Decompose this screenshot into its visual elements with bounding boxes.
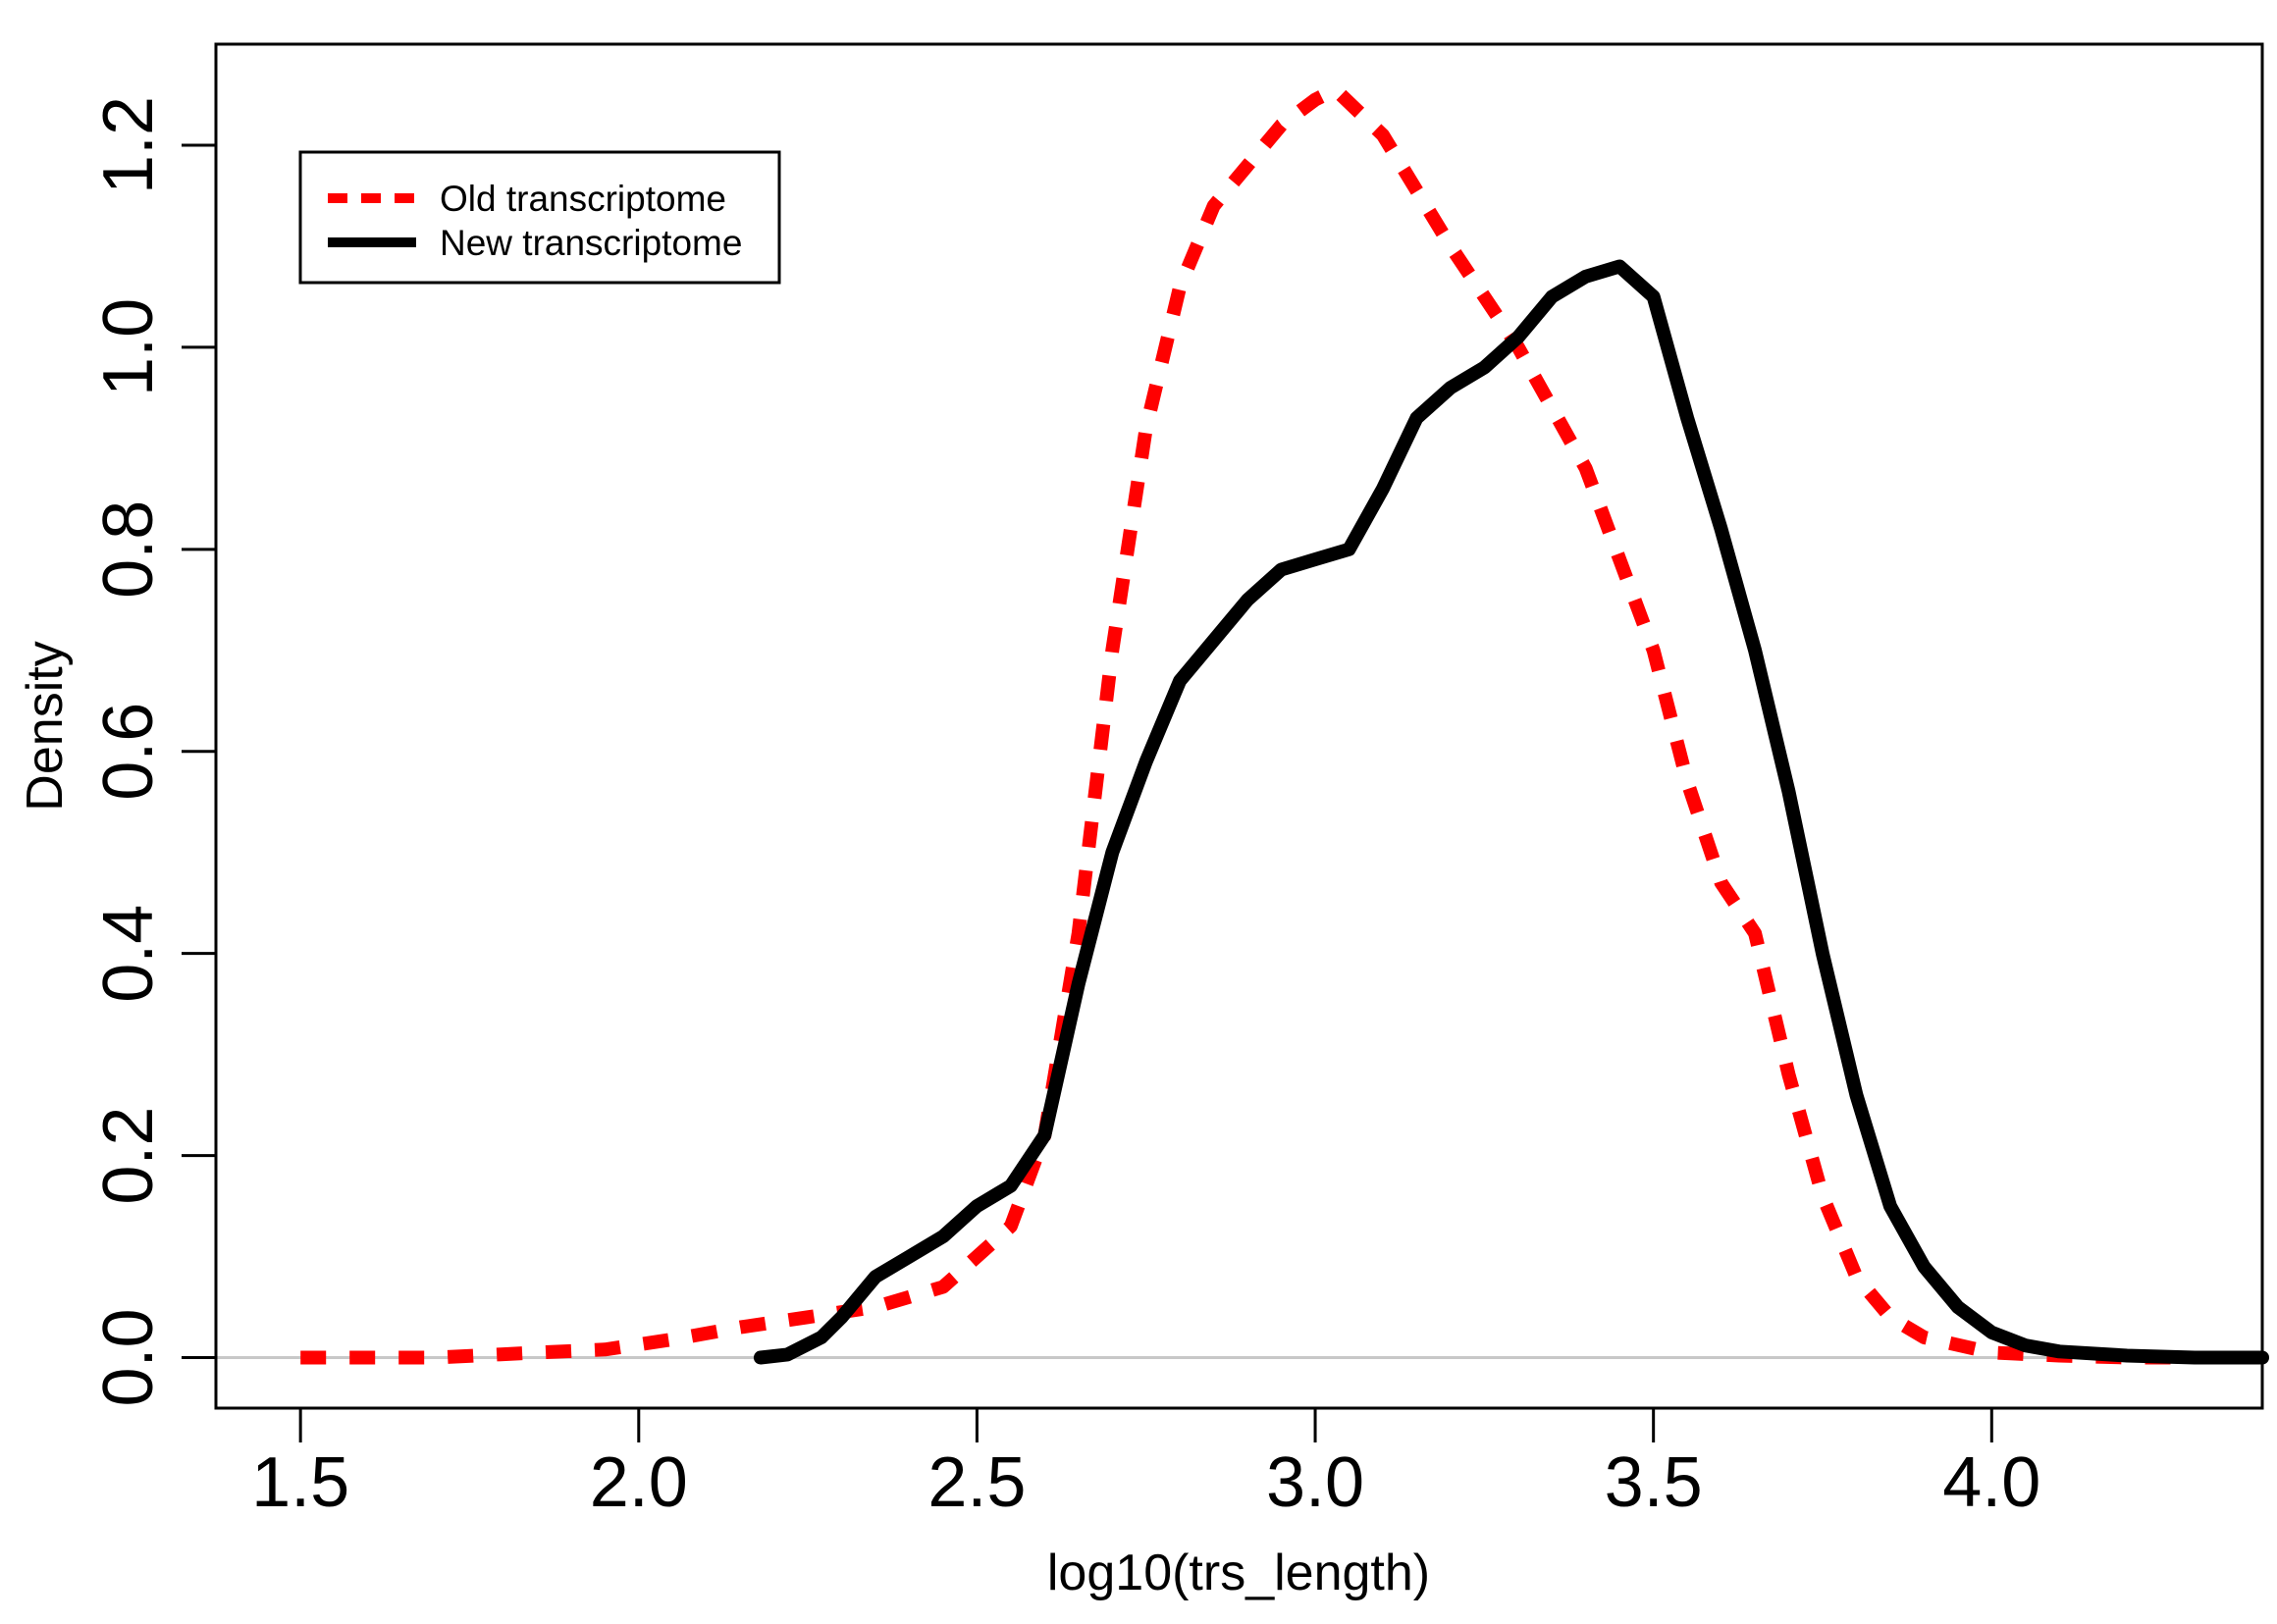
plot-layer xyxy=(216,82,2269,1365)
y-tick-label: 0.8 xyxy=(89,500,168,599)
x-tick-label: 2.5 xyxy=(927,1443,1026,1522)
legend-box xyxy=(298,150,781,285)
y-tick-label: 0.0 xyxy=(89,1308,168,1406)
y-axis: 0.0 0.2 0.4 0.6 0.8 1.0 1.2 xyxy=(89,96,218,1407)
legend-label-new-transcriptome: New transcriptome xyxy=(440,223,742,263)
x-tick-label: 1.5 xyxy=(251,1443,349,1522)
x-tick-label: 3.5 xyxy=(1605,1443,1703,1522)
y-tick-label: 0.2 xyxy=(89,1107,168,1205)
y-tick-label: 0.4 xyxy=(89,905,168,1003)
series-line-new-transcriptome xyxy=(753,259,2269,1365)
y-tick-label: 1.0 xyxy=(89,298,168,396)
x-tick-label: 2.0 xyxy=(590,1443,688,1522)
x-axis-title: log10(trs_length) xyxy=(1047,1545,1430,1601)
legend: Old transcriptome New transcriptome xyxy=(298,150,781,285)
x-tick-label: 3.0 xyxy=(1266,1443,1364,1522)
y-tick-label: 0.6 xyxy=(89,703,168,801)
legend-label-old-transcriptome: Old transcriptome xyxy=(440,179,726,219)
x-tick-label: 4.0 xyxy=(1942,1443,2040,1522)
series-line-old-transcriptome xyxy=(300,82,2262,1365)
y-axis-title: Density xyxy=(17,641,74,811)
y-tick-label: 1.2 xyxy=(89,96,168,194)
x-axis: 1.5 2.0 2.5 3.0 3.5 4.0 xyxy=(251,1406,2040,1522)
